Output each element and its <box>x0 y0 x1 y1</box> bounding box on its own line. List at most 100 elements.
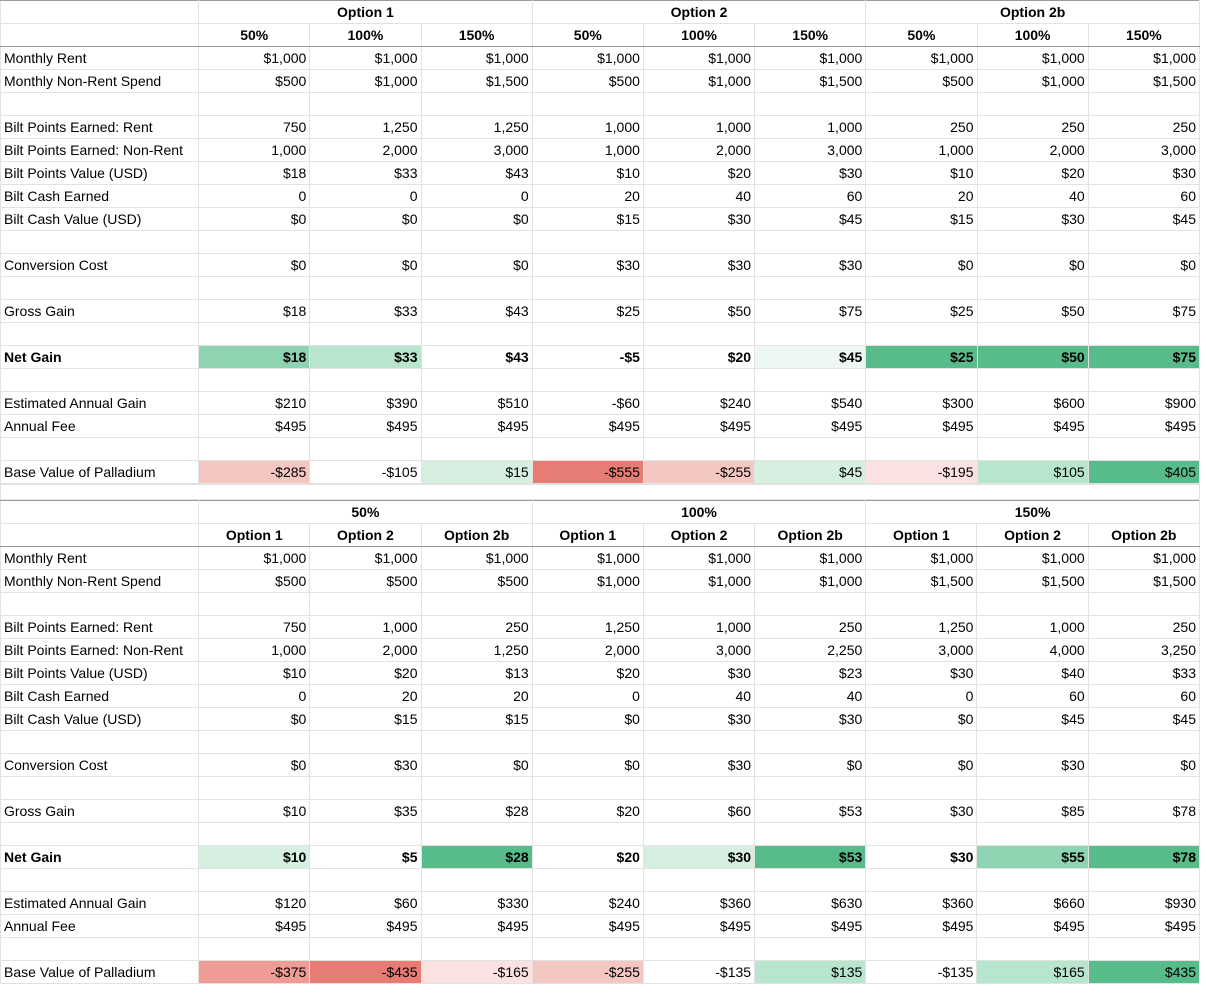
empty-cell[interactable] <box>865 822 978 846</box>
empty-cell[interactable] <box>309 368 422 392</box>
value-cell[interactable]: 1,000 <box>309 615 422 639</box>
value-cell[interactable]: $1,500 <box>1087 569 1201 593</box>
value-cell[interactable]: 2,000 <box>309 638 422 662</box>
header-label-cell[interactable] <box>0 500 200 524</box>
value-cell[interactable]: $1,000 <box>531 569 644 593</box>
row-label[interactable]: Net Gain <box>0 845 200 869</box>
sub-header[interactable]: 150% <box>420 23 533 47</box>
row-label[interactable]: Conversion Cost <box>0 253 200 277</box>
value-cell[interactable]: $495 <box>865 414 978 438</box>
sub-header[interactable]: 150% <box>1087 23 1201 47</box>
empty-cell[interactable] <box>0 437 200 461</box>
empty-cell[interactable] <box>1087 592 1201 616</box>
empty-cell[interactable] <box>198 776 311 800</box>
value-cell[interactable]: $0 <box>420 253 533 277</box>
row-label[interactable]: Bilt Points Earned: Rent <box>0 615 200 639</box>
value-cell[interactable]: $30 <box>976 207 1089 231</box>
value-cell[interactable]: 3,000 <box>1087 138 1201 162</box>
row-label[interactable]: Net Gain <box>0 345 200 369</box>
empty-cell[interactable] <box>531 437 644 461</box>
empty-cell[interactable] <box>865 937 978 961</box>
empty-cell[interactable] <box>531 937 644 961</box>
value-cell[interactable]: $15 <box>309 707 422 731</box>
empty-cell[interactable] <box>976 92 1089 116</box>
empty-cell[interactable] <box>198 322 311 346</box>
value-cell[interactable]: $10 <box>198 661 311 685</box>
empty-cell[interactable] <box>976 276 1089 300</box>
value-cell[interactable]: $20 <box>976 161 1089 185</box>
empty-cell[interactable] <box>309 592 422 616</box>
row-label[interactable]: Bilt Cash Value (USD) <box>0 707 200 731</box>
value-cell[interactable]: $0 <box>420 207 533 231</box>
value-cell[interactable]: $43 <box>420 299 533 323</box>
sub-header[interactable]: Option 2b <box>420 523 533 547</box>
sub-header[interactable]: Option 1 <box>198 523 311 547</box>
sub-header[interactable]: 100% <box>309 23 422 47</box>
value-cell[interactable]: $0 <box>198 753 311 777</box>
value-cell[interactable]: -$255 <box>642 460 756 484</box>
empty-cell[interactable] <box>1087 776 1201 800</box>
empty-cell[interactable] <box>1087 322 1201 346</box>
value-cell[interactable]: $45 <box>1087 707 1201 731</box>
value-cell[interactable]: $1,000 <box>198 46 311 70</box>
value-cell[interactable]: $0 <box>865 707 978 731</box>
row-label[interactable]: Base Value of Palladium <box>0 960 200 984</box>
empty-cell[interactable] <box>1087 437 1201 461</box>
empty-cell[interactable] <box>420 868 533 892</box>
value-cell[interactable]: $10 <box>865 161 978 185</box>
value-cell[interactable]: $55 <box>976 845 1089 869</box>
value-cell[interactable]: 1,250 <box>865 615 978 639</box>
empty-cell[interactable] <box>531 868 644 892</box>
empty-cell[interactable] <box>865 276 978 300</box>
row-label[interactable]: Base Value of Palladium <box>0 460 200 484</box>
sub-header[interactable]: Option 2 <box>309 523 422 547</box>
row-label[interactable]: Monthly Non-Rent Spend <box>0 569 200 593</box>
row-label[interactable]: Gross Gain <box>0 299 200 323</box>
value-cell[interactable]: $600 <box>976 391 1089 415</box>
empty-cell[interactable] <box>865 322 978 346</box>
value-cell[interactable]: 20 <box>531 184 644 208</box>
value-cell[interactable]: $0 <box>1087 253 1201 277</box>
value-cell[interactable]: 60 <box>1087 184 1201 208</box>
value-cell[interactable]: $0 <box>531 753 644 777</box>
empty-cell[interactable] <box>642 868 756 892</box>
empty-cell[interactable] <box>754 937 867 961</box>
empty-cell[interactable] <box>754 437 867 461</box>
group-header[interactable]: Option 1 <box>198 0 533 24</box>
empty-cell[interactable] <box>309 437 422 461</box>
empty-cell[interactable] <box>0 230 200 254</box>
sub-header[interactable]: 50% <box>865 23 978 47</box>
value-cell[interactable]: $1,000 <box>642 69 756 93</box>
value-cell[interactable]: $165 <box>976 960 1089 984</box>
group-header[interactable]: Option 2 <box>531 0 867 24</box>
value-cell[interactable]: $33 <box>309 299 422 323</box>
value-cell[interactable]: $435 <box>1087 960 1201 984</box>
empty-cell[interactable] <box>0 592 200 616</box>
empty-cell[interactable] <box>976 776 1089 800</box>
empty-cell[interactable] <box>309 730 422 754</box>
empty-cell[interactable] <box>0 868 200 892</box>
empty-cell[interactable] <box>309 276 422 300</box>
value-cell[interactable]: $1,000 <box>420 546 533 570</box>
value-cell[interactable]: $45 <box>976 707 1089 731</box>
value-cell[interactable]: 1,250 <box>531 615 644 639</box>
value-cell[interactable]: $135 <box>754 960 867 984</box>
value-cell[interactable]: $0 <box>865 753 978 777</box>
value-cell[interactable]: $85 <box>976 799 1089 823</box>
value-cell[interactable]: $405 <box>1087 460 1201 484</box>
empty-cell[interactable] <box>0 276 200 300</box>
empty-cell[interactable] <box>420 92 533 116</box>
value-cell[interactable]: 0 <box>198 684 311 708</box>
value-cell[interactable]: $15 <box>420 707 533 731</box>
row-label[interactable]: Gross Gain <box>0 799 200 823</box>
value-cell[interactable]: $20 <box>531 845 644 869</box>
value-cell[interactable]: 1,000 <box>865 138 978 162</box>
value-cell[interactable]: -$195 <box>865 460 978 484</box>
row-label[interactable]: Bilt Cash Value (USD) <box>0 207 200 231</box>
value-cell[interactable]: $930 <box>1087 891 1201 915</box>
empty-cell[interactable] <box>531 276 644 300</box>
value-cell[interactable]: $78 <box>1087 799 1201 823</box>
value-cell[interactable]: $500 <box>309 569 422 593</box>
empty-cell[interactable] <box>198 937 311 961</box>
empty-cell[interactable] <box>531 368 644 392</box>
